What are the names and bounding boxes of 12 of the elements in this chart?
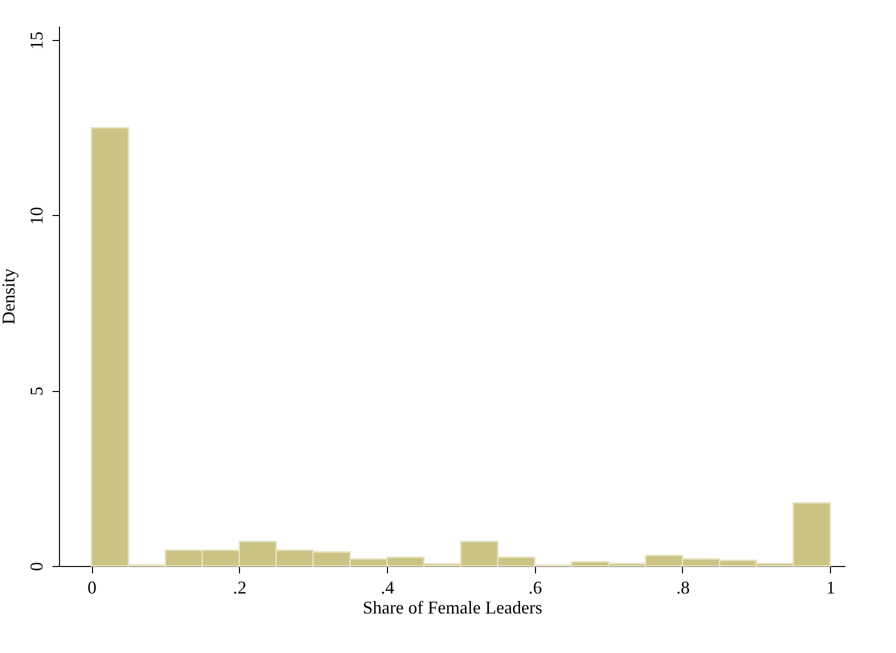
x-tick-label: 1 [826, 578, 836, 598]
y-tick-label: 15 [26, 32, 46, 50]
x-tick-label: .4 [380, 578, 394, 598]
x-axis-title: Share of Female Leaders [362, 598, 542, 618]
y-axis-title: Density [0, 268, 18, 324]
y-tick-label: 10 [26, 206, 46, 225]
x-tick-label: .8 [676, 578, 690, 598]
y-tick-label: 0 [26, 562, 46, 571]
y-tick-label: 5 [26, 386, 46, 396]
x-tick-label: 0 [88, 578, 97, 598]
x-tick-label: .6 [528, 578, 542, 598]
x-tick-label: .2 [233, 578, 246, 598]
